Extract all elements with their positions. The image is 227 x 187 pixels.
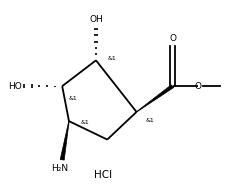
Text: OH: OH — [89, 15, 102, 24]
Text: &1: &1 — [69, 96, 77, 101]
Text: HO: HO — [8, 82, 22, 91]
Text: O: O — [194, 82, 201, 91]
Text: H₂N: H₂N — [51, 164, 68, 173]
Polygon shape — [60, 121, 69, 160]
Text: HCl: HCl — [93, 170, 111, 180]
Text: O: O — [168, 34, 175, 43]
Polygon shape — [136, 85, 173, 112]
Text: &1: &1 — [145, 118, 154, 123]
Text: &1: &1 — [107, 56, 116, 61]
Text: &1: &1 — [80, 119, 89, 125]
